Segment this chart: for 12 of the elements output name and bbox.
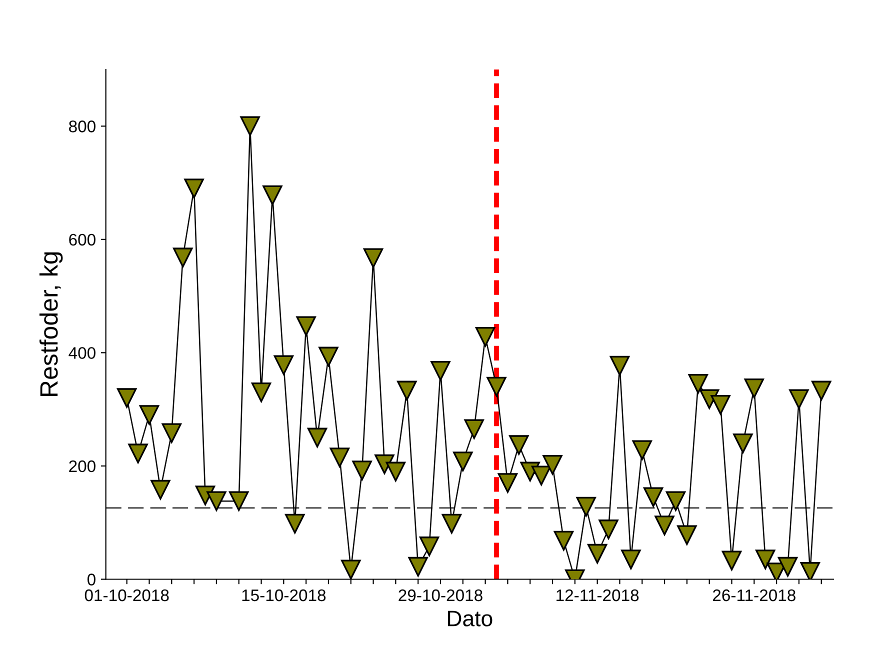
x-tick-label: 15-10-2018 — [242, 589, 326, 602]
x-tick-label: 29-10-2018 — [398, 589, 482, 602]
y-tick-label: 200 — [69, 460, 96, 472]
y-axis-title: Restfoder, kg — [39, 252, 63, 396]
y-tick-label: 800 — [69, 120, 96, 132]
x-axis-title: Dato — [448, 610, 492, 626]
x-tick-label: 01-10-2018 — [84, 589, 169, 602]
y-tick-label: 400 — [68, 347, 96, 359]
y-tick-label: 600 — [69, 234, 96, 246]
x-tick-label: 12-11-2018 — [556, 589, 639, 602]
y-tick-label: 0 — [88, 574, 96, 586]
x-tick-label: 26-11-2018 — [712, 589, 796, 602]
